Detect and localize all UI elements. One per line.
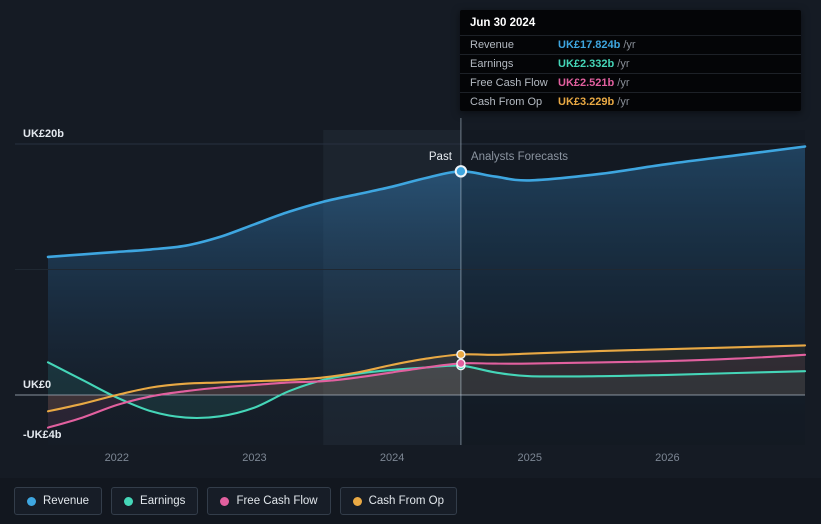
x-axis-label-2024: 2024 — [380, 452, 404, 464]
tooltip-value: UK£2.521b/yr — [558, 77, 791, 89]
chart-legend: Revenue Earnings Free Cash Flow Cash Fro… — [0, 478, 821, 524]
revenue-marker[interactable] — [454, 165, 468, 178]
legend-item-cash-from-op[interactable]: Cash From Op — [339, 487, 458, 515]
legend-dot-earnings — [124, 496, 134, 506]
x-axis-label-2025: 2025 — [517, 452, 541, 464]
free-cash-flow-area — [48, 354, 805, 428]
revenue-line — [46, 145, 807, 259]
tooltip-value: UK£17.824b/yr — [558, 39, 791, 51]
x-axis-label-2022: 2022 — [105, 452, 129, 464]
legend-label: Earnings — [140, 495, 186, 507]
legend-label: Free Cash Flow — [236, 495, 318, 507]
legend-item-free-cash-flow[interactable]: Free Cash Flow — [207, 487, 331, 515]
tooltip-date: Jun 30 2024 — [470, 17, 536, 29]
y-axis-label-0: UK£0 — [23, 379, 51, 391]
tooltip-label: Earnings — [470, 58, 514, 70]
tooltip-label: Cash From Op — [470, 96, 543, 108]
tooltip-value-number: UK£2.521b — [558, 77, 615, 89]
legend-dot-cash-from-op — [352, 496, 362, 506]
tooltip: Jun 30 2024 Revenue UK£17.824b/yr Earnin… — [460, 10, 801, 111]
y-axis-label--4: -UK£4b — [23, 429, 62, 441]
forecast-region-shade — [460, 130, 805, 445]
tooltip-value-unit: /yr — [617, 77, 630, 89]
tooltip-value-number: UK£2.332b — [558, 58, 615, 70]
cash-from-op-line — [46, 344, 807, 413]
tooltip-value-unit: /yr — [617, 58, 630, 70]
free-cash-flow-marker[interactable] — [456, 358, 466, 369]
legend-dot-revenue — [27, 496, 36, 506]
tooltip-row-cash-from-op: Cash From Op UK£3.229b/yr — [460, 92, 801, 111]
tooltip-value-number: UK£17.824b — [558, 39, 621, 51]
y-axis-label-20: UK£20b — [23, 128, 64, 140]
legend-label: Revenue — [43, 495, 90, 507]
tooltip-row-revenue: Revenue UK£17.824b/yr — [460, 35, 801, 54]
forecast-label: Analysts Forecasts — [471, 151, 568, 163]
earnings-line — [46, 361, 807, 420]
legend-item-revenue[interactable]: Revenue — [14, 487, 103, 515]
tooltip-value-number: UK£3.229b — [558, 96, 615, 108]
legend-item-earnings[interactable]: Earnings — [111, 487, 199, 515]
tooltip-value-unit: /yr — [617, 96, 630, 108]
tooltip-label: Free Cash Flow — [470, 77, 548, 89]
x-axis-label-2023: 2023 — [242, 452, 266, 464]
tooltip-row-free-cash-flow: Free Cash Flow UK£2.521b/yr — [460, 73, 801, 92]
legend-label: Cash From Op — [368, 495, 445, 507]
x-axis-label-2026: 2026 — [655, 452, 679, 464]
tooltip-value-unit: /yr — [623, 39, 636, 51]
tooltip-value: UK£2.332b/yr — [558, 58, 791, 70]
cash-from-op-marker[interactable] — [456, 349, 466, 360]
tooltip-row-earnings: Earnings UK£2.332b/yr — [460, 54, 801, 73]
past-label: Past — [429, 151, 453, 163]
chart-canvas[interactable]: Past Analysts Forecasts UK£20b UK£0 -UK£4b 20… — [0, 0, 821, 478]
tooltip-value: UK£3.229b/yr — [558, 96, 791, 108]
revenue-area — [48, 146, 805, 445]
tooltip-label: Revenue — [470, 39, 515, 51]
legend-dot-free-cash-flow — [220, 496, 230, 506]
free-cash-flow-line — [46, 353, 807, 429]
